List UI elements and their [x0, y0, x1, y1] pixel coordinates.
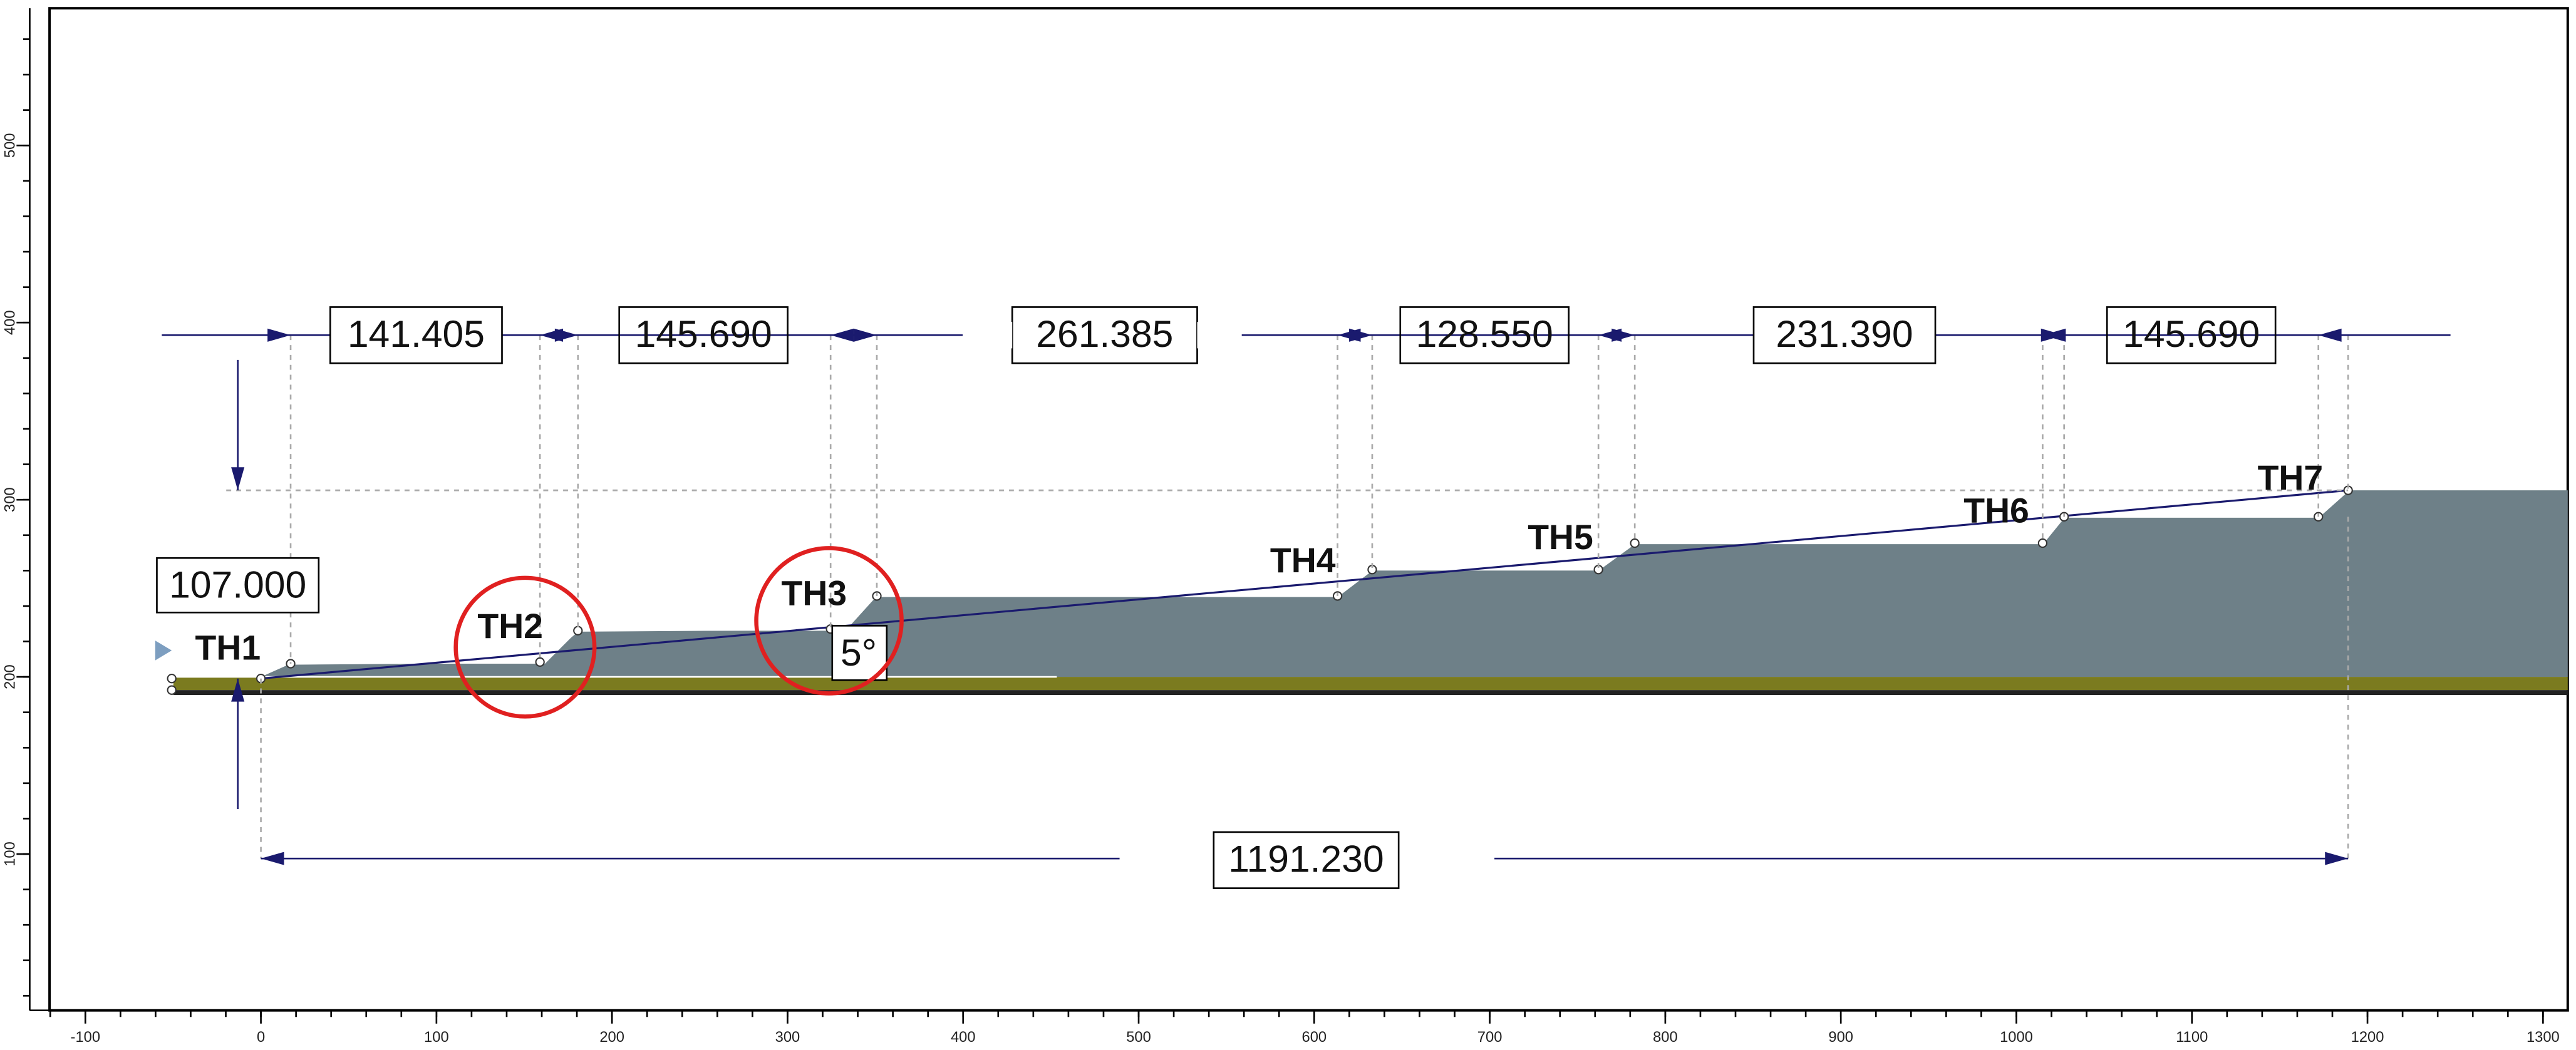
x-tick-label: 100 [424, 1029, 449, 1046]
soil-layer [173, 677, 2568, 691]
bench-label: TH3 [782, 574, 847, 613]
x-tick-label: 900 [1828, 1029, 1853, 1046]
x-tick-label: 700 [1477, 1029, 1503, 1046]
bench-label: TH5 [1528, 518, 1593, 557]
extension-lines [226, 335, 2349, 859]
dimension-box [1213, 831, 1400, 889]
x-tick-label: 600 [1302, 1029, 1327, 1046]
angle-box [831, 625, 888, 681]
dimension-gap [963, 322, 1013, 349]
x-tick-label: 200 [599, 1029, 624, 1046]
dimension-label: 145.690 [2123, 312, 2260, 355]
angle-label: 5° [841, 631, 877, 674]
base-line [173, 690, 2568, 696]
x-tick-label: 1100 [2176, 1029, 2208, 1046]
y-tick-label: 300 [3, 487, 19, 512]
overall-slope-line [261, 489, 2349, 680]
x-tick-label: 1200 [2351, 1029, 2384, 1046]
x-tick-label: 0 [257, 1029, 265, 1046]
dimension-label: 145.690 [635, 312, 772, 355]
x-tick-label: 800 [1653, 1029, 1678, 1046]
y-tick-label: 200 [3, 664, 19, 689]
dimension-label: 141.405 [348, 312, 485, 355]
x-tick-label: 1300 [2527, 1029, 2560, 1046]
dimension-gap [1197, 322, 1242, 349]
y-tick-label: 100 [3, 842, 19, 867]
bench-label: TH1 [195, 629, 261, 667]
y-tick-label: 500 [3, 133, 19, 158]
height-label: 107.000 [169, 564, 306, 606]
x-tick-label: 300 [775, 1029, 800, 1046]
highlight-circle [453, 575, 597, 719]
highlight-circle [754, 546, 904, 696]
bench-label: TH6 [1963, 492, 2029, 530]
x-tick-label: 1000 [2000, 1029, 2033, 1046]
marker [155, 641, 172, 661]
dimension-label: 128.550 [1416, 312, 1553, 355]
dimension-box [156, 557, 320, 614]
dimension-box [2106, 306, 2277, 364]
bench-label: TH7 [2258, 458, 2324, 497]
x-tick-label: 400 [951, 1029, 976, 1046]
length-label: 1191.230 [1228, 837, 1384, 880]
dimension-box [329, 306, 503, 364]
dimension-label: 261.385 [1036, 312, 1173, 355]
bench-label: TH2 [477, 607, 543, 646]
dimension-label: 231.390 [1776, 312, 1913, 355]
y-tick-label: 400 [3, 310, 19, 335]
dimension-box [1399, 306, 1570, 364]
bench-label: TH4 [1270, 541, 1336, 580]
dimension-box [1752, 306, 1937, 364]
dimension-box [618, 306, 789, 364]
slope-ground [173, 490, 2568, 677]
x-tick-label: 500 [1126, 1029, 1151, 1046]
x-tick-label: -100 [71, 1029, 100, 1046]
